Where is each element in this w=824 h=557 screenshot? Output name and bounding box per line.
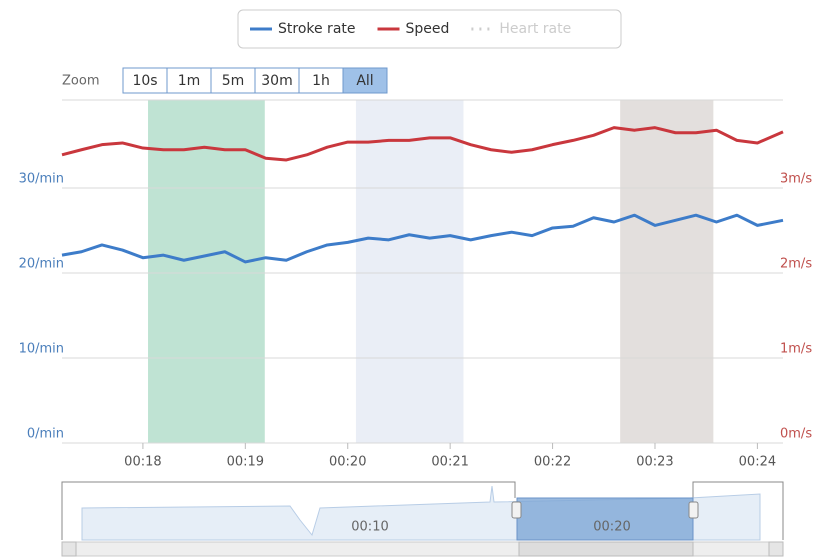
y-tick-label: 10/min — [19, 342, 64, 357]
zoom-button-label: 1m — [178, 73, 201, 89]
legend-label: Heart rate — [499, 21, 571, 37]
legend-item[interactable]: Speed — [377, 21, 450, 37]
legend-label: Stroke rate — [278, 21, 356, 37]
zoom-button-label: 1h — [312, 73, 330, 89]
scroll-right-button[interactable] — [768, 541, 784, 557]
navigator — [61, 481, 784, 557]
zoom-button[interactable] — [166, 67, 212, 94]
legend-box — [237, 9, 622, 49]
y-tick-label: 30/min — [19, 172, 64, 187]
zoom-button-label: All — [356, 73, 373, 89]
navigator-selection[interactable] — [516, 497, 694, 541]
navigator-handle[interactable] — [688, 501, 699, 519]
navigator-outline — [61, 481, 784, 540]
plot-band — [355, 100, 464, 443]
navigator-handle[interactable] — [511, 501, 522, 519]
zoom-label: Zoom — [62, 74, 99, 89]
navigator-label: 00:20 — [593, 520, 630, 535]
plot-band — [620, 100, 714, 443]
x-tick-label: 00:22 — [534, 455, 571, 470]
zoom-button-label: 30m — [261, 73, 292, 89]
y-tick-label: 0/min — [27, 427, 64, 442]
x-tick-label: 00:23 — [636, 455, 673, 470]
y2-tick-label: 3m/s — [780, 172, 812, 187]
legend-item[interactable]: Stroke rate — [250, 21, 356, 37]
y2-tick-label: 1m/s — [780, 342, 812, 357]
series-line — [61, 126, 784, 162]
series-line — [61, 213, 784, 264]
navigator-label: 00:10 — [351, 520, 388, 535]
legend-item[interactable]: Heart rate — [471, 21, 571, 37]
scroll-left-button[interactable] — [61, 541, 77, 557]
x-tick-label: 00:21 — [431, 455, 468, 470]
legend-label: Speed — [406, 21, 450, 37]
y2-tick-label: 0m/s — [780, 427, 812, 442]
plot-band — [148, 100, 265, 443]
x-tick-label: 00:19 — [227, 455, 264, 470]
zoom-button[interactable] — [342, 67, 388, 94]
x-tick-label: 00:24 — [739, 455, 776, 470]
zoom-button-label: 10s — [132, 73, 157, 89]
x-tick-label: 00:20 — [329, 455, 366, 470]
y2-tick-label: 2m/s — [780, 257, 812, 272]
zoom-button-label: 5m — [222, 73, 245, 89]
y-tick-label: 20/min — [19, 257, 64, 272]
x-tick-label: 00:18 — [124, 455, 161, 470]
scrollbar-thumb[interactable] — [518, 541, 694, 557]
